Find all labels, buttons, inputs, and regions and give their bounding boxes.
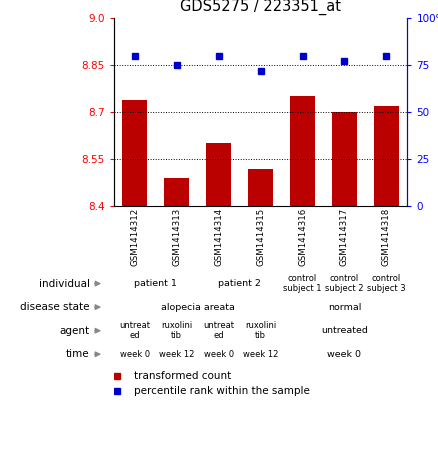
Bar [332, 112, 357, 206]
Text: GSM1414318: GSM1414318 [382, 208, 391, 266]
Text: week 0: week 0 [204, 350, 234, 359]
Text: GSM1414315: GSM1414315 [256, 208, 265, 266]
Text: untreat
ed: untreat ed [119, 321, 150, 340]
Text: untreated: untreated [321, 326, 368, 335]
Text: percentile rank within the sample: percentile rank within the sample [134, 386, 310, 396]
Text: week 12: week 12 [243, 350, 278, 359]
Text: disease state: disease state [20, 302, 90, 312]
Bar [164, 178, 189, 206]
Bar [248, 169, 273, 206]
Bar [122, 100, 148, 206]
Text: GSM1414312: GSM1414312 [131, 208, 139, 266]
Text: week 0: week 0 [328, 350, 361, 359]
Text: control
subject 1: control subject 1 [283, 274, 322, 293]
Text: alopecia areata: alopecia areata [161, 303, 235, 312]
Text: GSM1414316: GSM1414316 [298, 208, 307, 266]
Text: time: time [66, 349, 90, 359]
Text: GSM1414314: GSM1414314 [214, 208, 223, 266]
Text: control
subject 2: control subject 2 [325, 274, 364, 293]
Text: week 0: week 0 [120, 350, 150, 359]
Text: normal: normal [328, 303, 361, 312]
Text: week 12: week 12 [159, 350, 194, 359]
Text: GSM1414317: GSM1414317 [340, 208, 349, 266]
Title: GDS5275 / 223351_at: GDS5275 / 223351_at [180, 0, 341, 15]
Text: ruxolini
tib: ruxolini tib [245, 321, 276, 340]
Text: control
subject 3: control subject 3 [367, 274, 406, 293]
Text: transformed count: transformed count [134, 371, 232, 381]
Bar [290, 96, 315, 206]
Text: patient 2: patient 2 [218, 279, 261, 288]
Text: GSM1414313: GSM1414313 [172, 208, 181, 266]
Text: agent: agent [60, 326, 90, 336]
Text: individual: individual [39, 279, 90, 289]
Bar [374, 106, 399, 206]
Bar [206, 144, 231, 206]
Text: patient 1: patient 1 [134, 279, 177, 288]
Text: ruxolini
tib: ruxolini tib [161, 321, 192, 340]
Text: untreat
ed: untreat ed [203, 321, 234, 340]
